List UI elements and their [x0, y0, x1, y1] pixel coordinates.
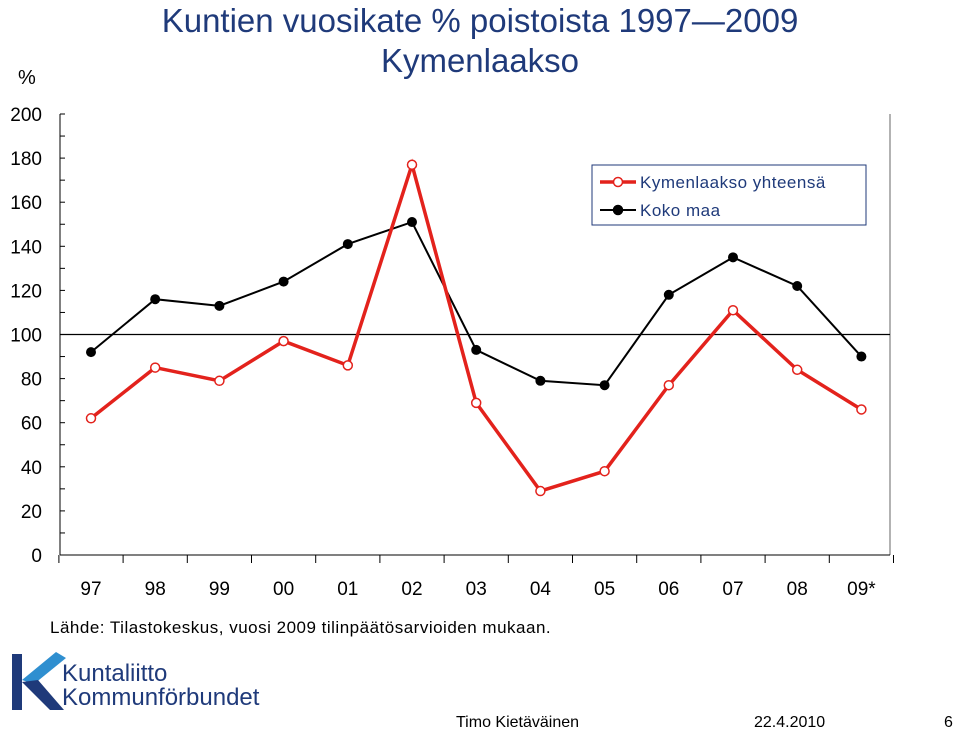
data-point-series-1	[535, 375, 546, 386]
data-point-series-0	[663, 379, 675, 391]
data-point-series-1	[150, 294, 161, 305]
data-point-series-0	[727, 304, 739, 316]
y-axis-unit-label: %	[18, 67, 36, 89]
x-tick-label: 06	[658, 579, 679, 600]
legend-box	[591, 164, 867, 226]
x-tick-label: 04	[530, 579, 552, 600]
y-tick-label: 120	[10, 281, 42, 302]
footer-date: 22.4.2010	[754, 714, 826, 731]
x-tick-label: 08	[787, 579, 808, 600]
logo-text-line2: Kommunförbundet	[62, 684, 260, 711]
data-point-series-0	[149, 362, 161, 373]
data-point-series-1	[792, 280, 803, 291]
y-tick-label: 100	[10, 326, 42, 347]
x-tick-label: 99	[209, 579, 230, 600]
source-note: Lähde: Tilastokeskus, vuosi 2009 tilinpä…	[50, 618, 552, 637]
legend-label-1: Koko maa	[640, 201, 721, 220]
chart-subtitle: Kymenlaakso	[380, 42, 580, 79]
x-tick-label: 07	[722, 579, 743, 600]
x-tick-label: 09*	[847, 579, 876, 600]
data-point-series-0	[342, 360, 354, 371]
chart-title: Kuntien vuosikate % poistoista 1997—2009	[161, 2, 799, 39]
footer-author: Timo Kietäväinen	[456, 714, 580, 731]
x-tick-label: 00	[273, 579, 294, 600]
data-point-series-0	[791, 364, 803, 376]
x-tick-label: 05	[594, 579, 615, 600]
y-tick-label: 40	[21, 458, 42, 479]
x-tick-label: 03	[466, 579, 487, 600]
y-tick-label: 20	[21, 502, 42, 523]
logo-text-line1: Kuntaliitto	[62, 660, 168, 687]
series-line-1	[90, 220, 863, 387]
y-tick-label: 160	[10, 193, 42, 214]
data-point-series-1	[214, 300, 225, 311]
y-tick-label: 200	[10, 105, 42, 126]
y-tick-label: 0	[31, 546, 42, 567]
x-tick-label: 01	[337, 579, 358, 600]
legend-marker-0	[612, 176, 624, 188]
data-point-series-0	[85, 413, 97, 424]
x-tick-label: 98	[145, 579, 166, 600]
data-point-series-0	[535, 485, 546, 497]
y-tick-label: 140	[10, 237, 42, 258]
data-point-series-0	[278, 335, 289, 347]
data-point-series-0	[599, 465, 610, 477]
y-tick-label: 180	[10, 149, 42, 170]
data-point-series-1	[663, 289, 674, 300]
y-tick-label: 80	[21, 370, 42, 391]
kuntaliitto-logo-icon	[12, 652, 66, 710]
data-point-series-0	[470, 397, 482, 409]
data-point-series-1	[471, 344, 482, 355]
x-tick-label: 97	[80, 579, 101, 600]
data-point-series-0	[406, 159, 418, 170]
data-point-series-1	[86, 347, 96, 358]
data-point-series-1	[728, 252, 738, 263]
data-point-series-1	[342, 239, 353, 250]
y-tick-label: 60	[21, 414, 42, 435]
data-point-series-1	[599, 380, 610, 391]
legend-marker-1	[612, 204, 624, 216]
x-tick-label: 02	[401, 579, 422, 600]
legend-label-0: Kymenlaakso yhteensä	[640, 173, 826, 192]
data-point-series-1	[278, 276, 289, 287]
footer-page-number: 6	[944, 714, 953, 731]
data-point-series-1	[407, 217, 417, 228]
data-point-series-1	[856, 351, 867, 362]
data-point-series-0	[214, 375, 225, 387]
data-point-series-0	[856, 404, 867, 415]
